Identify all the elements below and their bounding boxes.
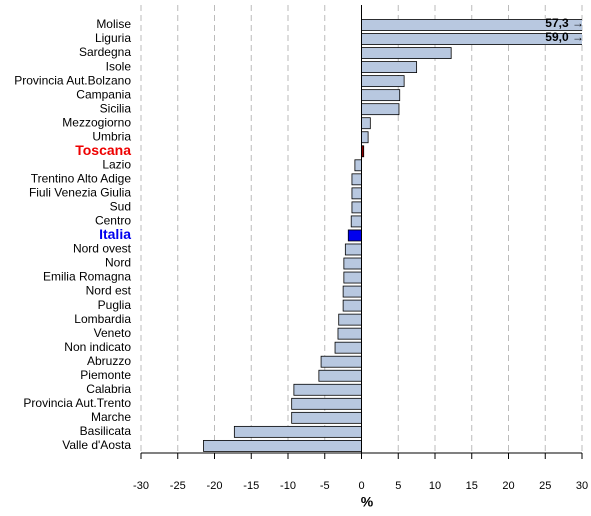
bar bbox=[362, 104, 399, 115]
y-tick-label: Nord est bbox=[86, 284, 132, 298]
y-tick-label: Nord ovest bbox=[73, 242, 132, 256]
bar bbox=[362, 48, 452, 59]
y-tick-label: Provincia Aut.Bolzano bbox=[14, 73, 131, 87]
bar bbox=[351, 216, 361, 227]
bar bbox=[362, 118, 371, 129]
x-tick-label: -20 bbox=[207, 480, 223, 492]
y-tick-label: Abruzzo bbox=[87, 354, 131, 368]
y-tick-label: Sud bbox=[110, 200, 131, 214]
y-tick-label: Provincia Aut.Trento bbox=[23, 396, 131, 410]
x-tick-label: 30 bbox=[576, 480, 588, 492]
y-tick-label: Basilicata bbox=[80, 424, 132, 438]
y-tick-label: Emilia Romagna bbox=[43, 270, 131, 284]
bar bbox=[343, 300, 361, 311]
y-tick-label: Marche bbox=[91, 410, 131, 424]
x-tick-label: -15 bbox=[243, 480, 259, 492]
bar bbox=[234, 426, 361, 437]
y-tick-label: Liguria bbox=[95, 31, 131, 45]
bar bbox=[344, 272, 362, 283]
y-tick-label: Piemonte bbox=[80, 368, 131, 382]
y-tick-label: Mezzogiorno bbox=[62, 115, 131, 129]
y-tick-label: Toscana bbox=[75, 142, 131, 158]
y-tick-label: Molise bbox=[96, 17, 131, 31]
bar bbox=[362, 62, 417, 73]
y-tick-label: Lombardia bbox=[74, 312, 131, 326]
y-tick-label: Nord bbox=[105, 256, 131, 270]
x-tick-label: -25 bbox=[170, 480, 186, 492]
y-tick-label: Valle d'Aosta bbox=[62, 438, 131, 452]
y-tick-label: Calabria bbox=[86, 382, 131, 396]
y-tick-label: Fiuli Venezia Giulia bbox=[29, 186, 131, 200]
bar bbox=[292, 412, 362, 423]
bar bbox=[352, 202, 362, 213]
x-tick-label: 5 bbox=[395, 480, 401, 492]
bar bbox=[352, 174, 362, 185]
x-tick-label: 25 bbox=[539, 480, 551, 492]
x-tick-label: -5 bbox=[320, 480, 330, 492]
y-tick-label: Veneto bbox=[94, 326, 132, 340]
bar bbox=[344, 258, 362, 269]
bar bbox=[352, 188, 362, 199]
bar bbox=[292, 398, 362, 409]
bar bbox=[362, 90, 400, 101]
bar bbox=[321, 356, 361, 367]
y-tick-label: Italia bbox=[99, 226, 131, 242]
y-tick-label: Lazio bbox=[102, 157, 131, 171]
bar bbox=[319, 370, 362, 381]
bar bbox=[348, 230, 361, 241]
bar bbox=[339, 314, 362, 325]
bar bbox=[362, 76, 405, 87]
x-axis-label: % bbox=[361, 494, 374, 510]
x-tick-label: 15 bbox=[466, 480, 478, 492]
y-tick-label: Sardegna bbox=[79, 45, 131, 59]
x-tick-label: 10 bbox=[429, 480, 441, 492]
bar bbox=[362, 132, 369, 143]
y-tick-label: Sicilia bbox=[100, 101, 132, 115]
bar bbox=[203, 440, 361, 451]
y-tick-label: Isole bbox=[106, 59, 132, 73]
bar bbox=[294, 384, 362, 395]
bar bbox=[338, 328, 362, 339]
x-tick-label: -10 bbox=[280, 480, 296, 492]
y-tick-label: Puglia bbox=[98, 298, 132, 312]
x-tick-label: 20 bbox=[502, 480, 514, 492]
value-label: 59,0 → bbox=[545, 30, 584, 44]
y-tick-label: Trentino Alto Adige bbox=[31, 172, 132, 186]
value-label: 57,3 → bbox=[545, 16, 584, 30]
bar bbox=[355, 160, 362, 171]
x-tick-label: 0 bbox=[358, 480, 364, 492]
y-tick-label: Campania bbox=[76, 87, 131, 101]
bar bbox=[343, 286, 361, 297]
y-tick-label: Non indicato bbox=[64, 340, 131, 354]
x-tick-label: -30 bbox=[133, 480, 149, 492]
bar bbox=[345, 244, 361, 255]
bar bbox=[335, 342, 361, 353]
